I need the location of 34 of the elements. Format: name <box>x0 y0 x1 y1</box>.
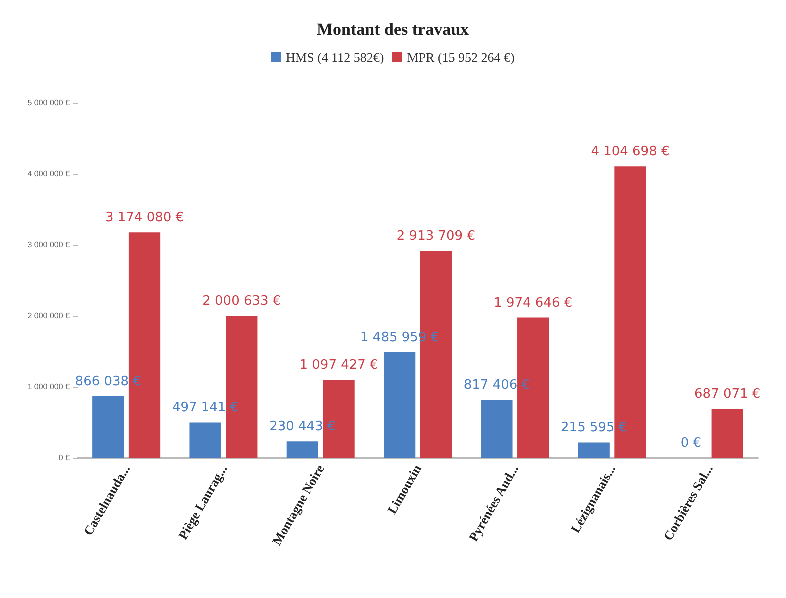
y-tick-label: 3 000 000 € <box>28 240 71 250</box>
bar <box>614 166 646 458</box>
chart-title: Montant des travaux <box>316 20 470 39</box>
bar <box>712 409 744 458</box>
data-label: 2 000 633 € <box>202 294 282 309</box>
bar <box>128 232 161 458</box>
bar <box>92 396 124 458</box>
data-label: 1 097 427 € <box>300 358 378 374</box>
bar <box>481 400 513 458</box>
legend-label: MPR (15 952 264 €) <box>407 50 515 65</box>
y-tick-label: 2 000 000 € <box>28 312 71 320</box>
data-label: 687 071 € <box>694 387 761 402</box>
y-tick-label: 5 000 000 € <box>28 98 71 108</box>
data-label: 3 174 080 € <box>105 210 184 226</box>
bar <box>190 422 222 458</box>
bar <box>578 442 610 458</box>
y-tick-label: 4 000 000 € <box>28 170 71 178</box>
data-label: 866 038 € <box>75 374 142 390</box>
data-label: 0 € <box>680 436 702 451</box>
bar <box>323 380 355 458</box>
data-label: 817 406 € <box>464 378 530 393</box>
bar <box>226 316 258 458</box>
data-label: 230 443 € <box>270 420 336 435</box>
bar <box>518 318 550 458</box>
bar <box>286 442 318 458</box>
y-tick-label: 0 € <box>58 454 71 462</box>
data-label: 1 974 646 € <box>494 296 573 311</box>
y-tick-label: 1 000 000 € <box>28 382 71 392</box>
data-label: 2 913 709 € <box>396 229 476 244</box>
data-label: 497 141 € <box>172 400 239 416</box>
data-label: 4 104 698 € <box>591 144 670 160</box>
data-label: 215 595 € <box>561 420 628 436</box>
bar <box>384 352 416 458</box>
legend-label: HMS (4 112 582€) <box>286 50 384 65</box>
